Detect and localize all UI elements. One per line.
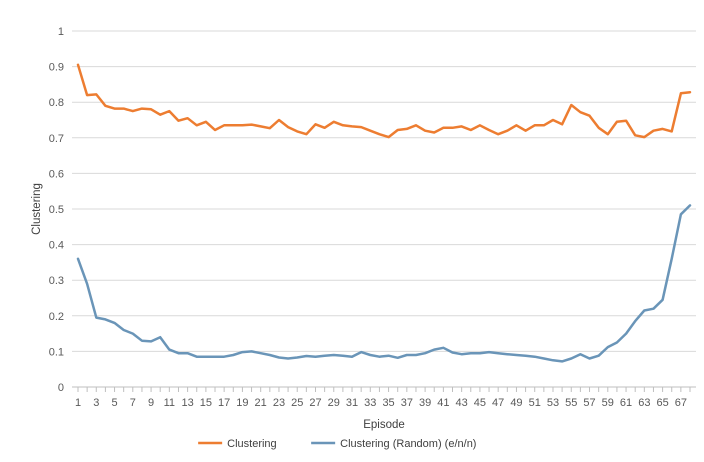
x-tick-label: 39: [419, 397, 431, 409]
x-tick-label: 33: [364, 397, 376, 409]
x-tick-label: 31: [346, 397, 358, 409]
y-tick-label: 1: [58, 26, 64, 38]
y-tick-label: 0.3: [49, 275, 64, 287]
x-tick-label: 43: [456, 397, 468, 409]
x-tick-label: 47: [492, 397, 504, 409]
x-tick-label: 41: [437, 397, 449, 409]
x-tick-label: 61: [620, 397, 632, 409]
y-tick-label: 0.1: [49, 346, 64, 358]
x-tick-label: 23: [273, 397, 285, 409]
y-tick-label: 0.6: [49, 168, 64, 180]
series-line-0: [76, 63, 692, 139]
series-line-1: [76, 204, 692, 363]
y-tick-label: 0.4: [49, 240, 64, 252]
x-axis-title: Episode: [363, 419, 405, 431]
x-tick-label: 59: [602, 397, 614, 409]
x-tick-label: 1: [75, 397, 81, 409]
y-tick-label: 0.7: [49, 133, 64, 145]
x-tick-label: 19: [236, 397, 248, 409]
x-tick-label: 3: [93, 397, 99, 409]
y-tick-label: 0.2: [49, 311, 64, 323]
x-tick-label: 55: [565, 397, 577, 409]
x-tick-label: 15: [200, 397, 212, 409]
y-tick-label: 0.5: [49, 204, 64, 216]
x-tick-label: 45: [474, 397, 486, 409]
x-tick-label: 5: [111, 397, 117, 409]
x-tick-label: 13: [181, 397, 193, 409]
legend-label-0: Clustering: [227, 438, 277, 450]
y-axis-title: Clustering: [31, 183, 43, 235]
x-tick-label: 11: [164, 397, 175, 409]
x-tick-label: 25: [291, 397, 303, 409]
x-tick-label: 53: [547, 397, 559, 409]
legend-label-1: Clustering (Random) (e/n/n): [340, 438, 476, 450]
x-tick-label: 49: [510, 397, 522, 409]
x-tick-label: 65: [656, 397, 668, 409]
x-tick-label: 57: [583, 397, 595, 409]
x-tick-label: 37: [401, 397, 413, 409]
x-tick-label: 67: [675, 397, 687, 409]
x-tick-label: 63: [638, 397, 650, 409]
x-tick-label: 17: [218, 397, 230, 409]
x-tick-label: 9: [148, 397, 154, 409]
x-tick-label: 21: [255, 397, 267, 409]
x-tick-label: 27: [309, 397, 321, 409]
x-tick-label: 35: [382, 397, 394, 409]
y-tick-label: 0: [58, 382, 64, 394]
y-tick-label: 0.8: [49, 97, 64, 109]
x-tick-label: 51: [529, 397, 541, 409]
x-tick-label: 29: [328, 397, 340, 409]
x-tick-label: 7: [130, 397, 136, 409]
y-tick-label: 0.9: [49, 62, 64, 74]
